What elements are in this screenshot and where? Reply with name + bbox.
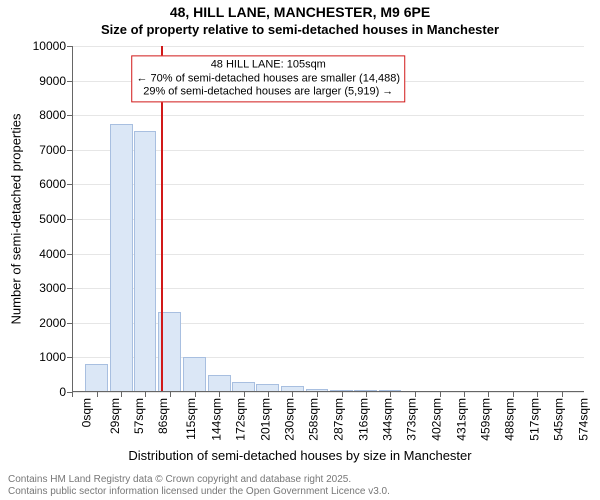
xtick-label: 517sqm [528, 398, 542, 441]
xtick-label: 431sqm [454, 398, 468, 441]
ytick-label: 3000 [39, 281, 66, 295]
xtick-label: 344sqm [380, 398, 394, 441]
xtick-mark [244, 392, 245, 397]
xtick-mark [513, 392, 514, 397]
xtick-mark [195, 392, 196, 397]
x-axis-title: Distribution of semi-detached houses by … [0, 448, 600, 463]
xtick-label: 115sqm [184, 398, 198, 440]
ytick-label: 9000 [39, 74, 66, 88]
xtick-label: 86sqm [156, 398, 170, 434]
xtick-label: 574sqm [576, 398, 590, 441]
grid-line [72, 46, 584, 47]
ytick-label: 5000 [39, 212, 66, 226]
xtick-mark [366, 392, 367, 397]
xtick-label: 201sqm [258, 398, 272, 441]
xtick-label: 258sqm [307, 398, 321, 441]
plot-area: 0100020003000400050006000700080009000100… [72, 46, 584, 392]
ytick-label: 6000 [39, 177, 66, 191]
chart-title-line1: 48, HILL LANE, MANCHESTER, M9 6PE [0, 4, 600, 20]
xtick-label: 488sqm [503, 398, 517, 441]
xtick-mark [464, 392, 465, 397]
xtick-label: 545sqm [551, 398, 565, 441]
y-axis-title: Number of semi-detached properties [9, 114, 24, 325]
xtick-mark [415, 392, 416, 397]
chart-container: 48, HILL LANE, MANCHESTER, M9 6PE Size o… [0, 0, 600, 500]
ytick-label: 10000 [33, 39, 66, 53]
xtick-label: 29sqm [108, 398, 122, 434]
xtick-mark [390, 392, 391, 397]
ytick-label: 8000 [39, 108, 66, 122]
xtick-label: 144sqm [209, 398, 223, 441]
x-axis-line [72, 391, 584, 392]
grid-line [72, 115, 584, 116]
annotation-line1: 48 HILL LANE: 105sqm [137, 58, 401, 72]
ytick-label: 7000 [39, 143, 66, 157]
chart-title-line2: Size of property relative to semi-detach… [0, 22, 600, 37]
ytick-label: 1000 [39, 350, 66, 364]
xtick-mark [292, 392, 293, 397]
ytick-label: 2000 [39, 316, 66, 330]
xtick-mark [440, 392, 441, 397]
ytick-label: 0 [59, 385, 66, 399]
histogram-bar [110, 124, 133, 392]
xtick-mark [121, 392, 122, 397]
annotation-line3: 29% of semi-detached houses are larger (… [137, 86, 401, 100]
xtick-mark [317, 392, 318, 397]
xtick-label: 316sqm [356, 398, 370, 441]
xtick-mark [219, 392, 220, 397]
xtick-mark [537, 392, 538, 397]
xtick-label: 57sqm [132, 398, 146, 434]
xtick-label: 373sqm [405, 398, 419, 441]
xtick-label: 459sqm [478, 398, 492, 441]
xtick-mark [97, 392, 98, 397]
xtick-mark [170, 392, 171, 397]
xtick-mark [562, 392, 563, 397]
histogram-bar [85, 364, 108, 392]
annotation-box: 48 HILL LANE: 105sqm← 70% of semi-detach… [132, 55, 406, 102]
ytick-label: 4000 [39, 247, 66, 261]
histogram-bar [134, 131, 156, 392]
y-axis-line [72, 46, 73, 392]
xtick-label: 0sqm [80, 398, 94, 427]
xtick-mark [72, 392, 73, 397]
xtick-mark [145, 392, 146, 397]
xtick-label: 402sqm [429, 398, 443, 441]
xtick-label: 230sqm [283, 398, 297, 441]
histogram-bar [208, 375, 231, 392]
xtick-label: 172sqm [233, 398, 247, 441]
footer-attribution: Contains HM Land Registry data © Crown c… [0, 474, 390, 498]
xtick-label: 287sqm [331, 398, 345, 441]
grid-line [72, 392, 584, 393]
annotation-line2: ← 70% of semi-detached houses are smalle… [137, 72, 401, 86]
xtick-mark [268, 392, 269, 397]
xtick-mark [342, 392, 343, 397]
footer-line2: Contains public sector information licen… [8, 486, 390, 498]
histogram-bar [183, 357, 206, 392]
footer-line1: Contains HM Land Registry data © Crown c… [8, 474, 390, 486]
xtick-mark [488, 392, 489, 397]
